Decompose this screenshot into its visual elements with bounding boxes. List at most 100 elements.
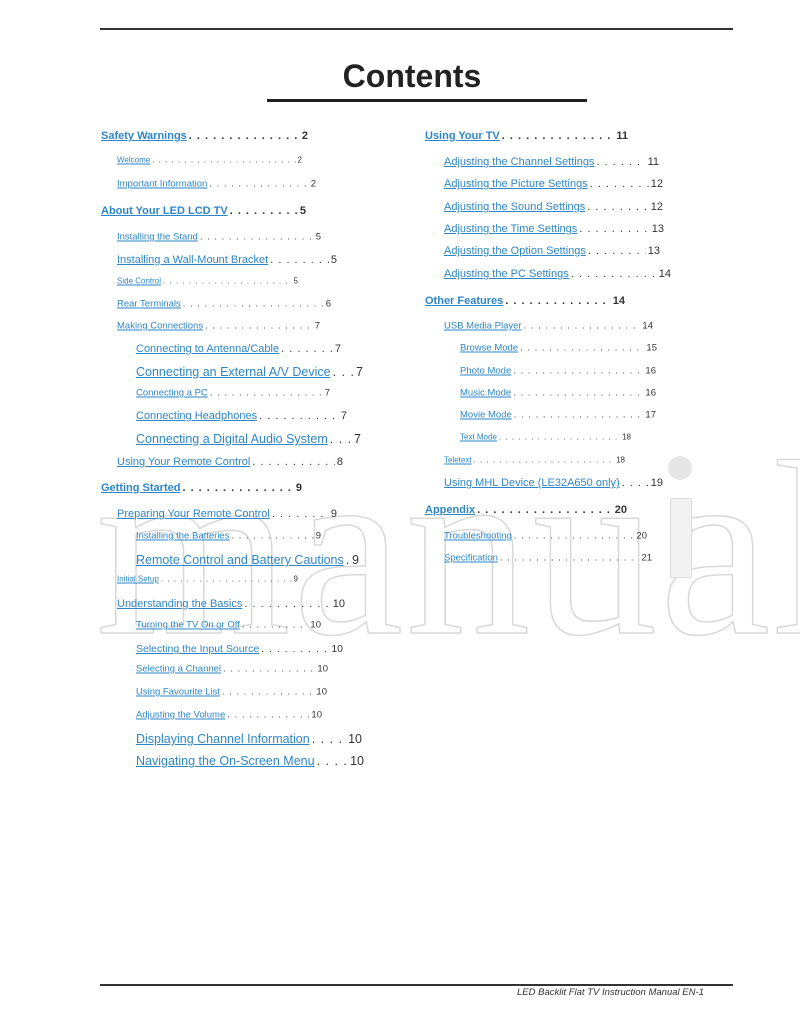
toc-link[interactable]: Welcome bbox=[117, 155, 151, 165]
toc-link[interactable]: Adjusting the Sound Settings bbox=[444, 201, 586, 213]
dot-leader bbox=[244, 598, 330, 610]
dot-leader bbox=[281, 343, 333, 355]
page-number: 10 bbox=[316, 686, 327, 698]
page-footer: LED Backlit Flat TV Instruction Manual E… bbox=[517, 987, 704, 998]
toc-link[interactable]: Installing the Stand bbox=[117, 231, 198, 243]
page-number: 5 bbox=[315, 231, 321, 243]
toc-link[interactable]: Using MHL Device (LE32A650 only) bbox=[444, 477, 620, 489]
dot-leader bbox=[474, 456, 615, 465]
toc-entry: Using Favourite List 10 bbox=[136, 687, 327, 698]
toc-entry: Adjusting the Picture Settings 12 bbox=[444, 178, 663, 190]
toc-entry: Photo Mode 16 bbox=[460, 366, 656, 377]
toc-entry: Using Your TV 11 bbox=[425, 130, 628, 142]
dot-leader bbox=[588, 245, 646, 257]
toc-link[interactable]: Important Information bbox=[117, 178, 208, 190]
toc-link[interactable]: Side Control bbox=[117, 276, 162, 286]
page-number: 14 bbox=[658, 268, 671, 280]
toc-link[interactable]: Other Features bbox=[425, 295, 504, 307]
toc-link[interactable]: Displaying Channel Information bbox=[136, 732, 310, 746]
toc-entry: Troubleshooting 20 bbox=[444, 531, 647, 542]
dot-leader bbox=[210, 388, 323, 399]
dot-leader bbox=[200, 232, 314, 243]
toc-link[interactable]: Using Your TV bbox=[425, 130, 500, 142]
page-number: 10 bbox=[350, 754, 364, 768]
toc-entry: Initial Setup 9 bbox=[117, 575, 298, 584]
toc-link[interactable]: Selecting a Channel bbox=[136, 663, 222, 675]
toc-link[interactable]: Adjusting the Option Settings bbox=[444, 245, 586, 257]
toc-link[interactable]: Connecting a Digital Audio System bbox=[136, 432, 328, 446]
toc-entry: Adjusting the Sound Settings 12 bbox=[444, 201, 663, 213]
toc-entry: Adjusting the Option Settings 13 bbox=[444, 245, 660, 257]
toc-link[interactable]: Text Mode bbox=[460, 432, 497, 442]
toc-link[interactable]: USB Media Player bbox=[444, 320, 522, 332]
dot-leader bbox=[587, 201, 648, 213]
dot-leader bbox=[520, 343, 644, 354]
page-number: 11 bbox=[647, 156, 659, 168]
toc-link[interactable]: Connecting to Antenna/Cable bbox=[136, 343, 280, 355]
toc-link[interactable]: Browse Mode bbox=[460, 342, 519, 354]
toc-entry: Other Features 14 bbox=[425, 295, 625, 307]
toc-link[interactable]: Using Favourite List bbox=[136, 686, 220, 698]
toc-link[interactable]: Initial Setup bbox=[117, 574, 159, 584]
toc-entry: Safety Warnings 2 bbox=[101, 130, 308, 142]
toc-link[interactable]: Using Your Remote Control bbox=[117, 456, 251, 468]
toc-link[interactable]: Remote Control and Battery Cautions bbox=[136, 553, 344, 567]
toc-link[interactable]: Connecting Headphones bbox=[136, 410, 258, 422]
toc-link[interactable]: Safety Warnings bbox=[101, 130, 187, 142]
toc-link[interactable]: Connecting a PC bbox=[136, 387, 208, 399]
dot-leader bbox=[333, 365, 354, 379]
toc-link[interactable]: Connecting an External A/V Device bbox=[136, 365, 331, 379]
toc-link[interactable]: Specification bbox=[444, 552, 498, 564]
toc-entry: Using Your Remote Control 8 bbox=[117, 456, 343, 468]
title-underline bbox=[267, 99, 587, 102]
toc-link[interactable]: Adjusting the Time Settings bbox=[444, 223, 578, 235]
page-title: Contents bbox=[342, 58, 482, 94]
toc-link[interactable]: Rear Terminals bbox=[117, 298, 181, 310]
toc-link[interactable]: About Your LED LCD TV bbox=[101, 205, 228, 217]
toc-entry: Important Information 2 bbox=[117, 179, 316, 190]
dot-leader bbox=[227, 710, 309, 721]
toc-link[interactable]: Troubleshooting bbox=[444, 530, 512, 542]
toc-entry: Connecting a Digital Audio System 7 bbox=[136, 432, 361, 446]
dot-leader bbox=[182, 482, 293, 494]
toc-link[interactable]: Turning the TV On or Off bbox=[136, 619, 240, 631]
toc-link[interactable]: Installing the Batteries bbox=[136, 530, 230, 542]
page-number: 13 bbox=[647, 245, 660, 257]
toc-entry: Text Mode 18 bbox=[460, 433, 631, 442]
toc-link[interactable]: Preparing Your Remote Control bbox=[117, 508, 270, 520]
toc-link[interactable]: Adjusting the PC Settings bbox=[444, 268, 569, 280]
toc-link[interactable]: Teletext bbox=[444, 455, 472, 465]
dot-leader bbox=[505, 295, 611, 307]
toc-link[interactable]: Adjusting the Channel Settings bbox=[444, 156, 595, 168]
toc-link[interactable]: Adjusting the Picture Settings bbox=[444, 178, 588, 190]
toc-link[interactable]: Navigating the On-Screen Menu bbox=[136, 754, 315, 768]
page-number: 5 bbox=[330, 254, 337, 266]
dot-leader bbox=[189, 130, 300, 142]
page-number: 11 bbox=[616, 130, 628, 142]
toc-link[interactable]: Understanding the Basics bbox=[117, 598, 243, 610]
page-number: 5 bbox=[299, 205, 306, 217]
toc-link[interactable]: Music Mode bbox=[460, 387, 512, 399]
toc-entry: Installing the Stand 5 bbox=[117, 232, 321, 243]
dot-leader bbox=[330, 432, 352, 446]
dot-leader bbox=[513, 388, 643, 399]
toc-link[interactable]: Appendix bbox=[425, 504, 476, 516]
page-number: 21 bbox=[641, 552, 652, 564]
toc-link[interactable]: Installing a Wall-Mount Bracket bbox=[117, 254, 269, 266]
dot-leader bbox=[259, 410, 339, 422]
page-number: 12 bbox=[650, 201, 663, 213]
toc-entry: Connecting Headphones 7 bbox=[136, 410, 347, 422]
toc-entry: Displaying Channel Information 10 bbox=[136, 732, 362, 746]
toc-link[interactable]: Getting Started bbox=[101, 482, 181, 494]
toc-link[interactable]: Photo Mode bbox=[460, 365, 512, 377]
dot-leader bbox=[231, 531, 313, 542]
dot-leader bbox=[622, 477, 649, 489]
toc-link[interactable]: Making Connections bbox=[117, 320, 204, 332]
toc-entry: Welcome 2 bbox=[117, 156, 302, 165]
toc-link[interactable]: Selecting the Input Source bbox=[136, 643, 260, 655]
page-number: 16 bbox=[645, 387, 656, 399]
toc-link[interactable]: Adjusting the Volume bbox=[136, 709, 226, 721]
toc-entry: Navigating the On-Screen Menu 10 bbox=[136, 754, 364, 768]
dot-leader bbox=[230, 205, 298, 217]
toc-link[interactable]: Movie Mode bbox=[460, 409, 512, 421]
